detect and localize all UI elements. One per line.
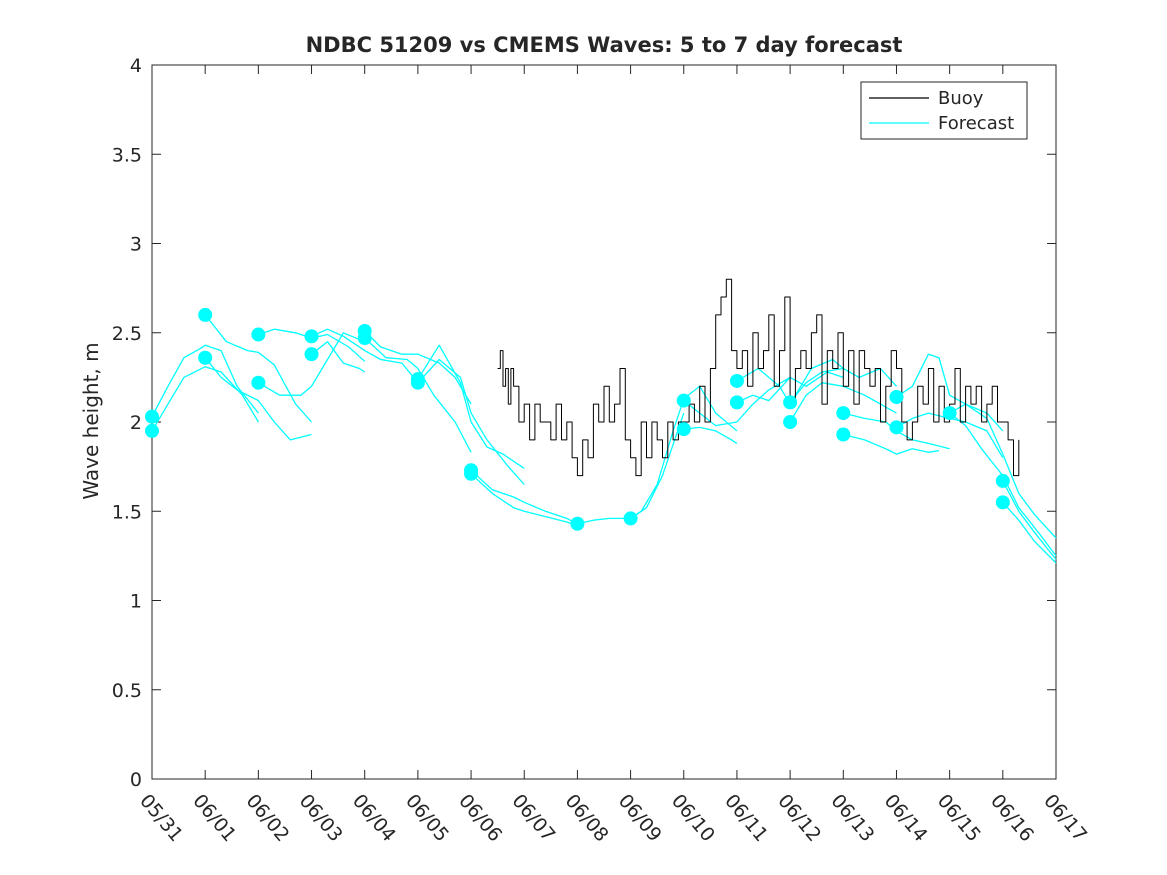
x-tick-label: 06/08	[561, 790, 613, 846]
forecast-series-line	[204, 314, 312, 423]
x-tick-label: 05/31	[135, 790, 187, 846]
x-tick-label: 06/09	[614, 790, 666, 846]
forecast-marker	[676, 422, 691, 437]
x-tick-label: 06/04	[348, 790, 400, 846]
forecast-marker	[623, 511, 638, 526]
forecast-marker	[836, 427, 851, 442]
x-tick-label: 06/12	[773, 790, 825, 846]
forecast-marker	[304, 329, 319, 344]
y-tick-label: 2.5	[112, 323, 142, 345]
forecast-marker	[729, 395, 744, 410]
y-tick-label: 0.5	[112, 680, 142, 702]
x-tick-label: 06/10	[667, 790, 719, 846]
forecast-marker	[304, 347, 319, 362]
forecast-marker	[198, 350, 213, 365]
y-tick-label: 4	[130, 55, 142, 77]
x-tick-label: 06/03	[295, 790, 347, 846]
forecast-marker	[145, 409, 159, 424]
y-tick-label: 1.5	[112, 501, 142, 523]
forecast-marker	[729, 373, 744, 388]
forecast-marker	[889, 420, 904, 435]
forecast-series-line	[896, 353, 1004, 432]
forecast-marker	[570, 516, 585, 531]
forecast-series-line	[843, 433, 940, 455]
y-tick-label: 0	[130, 769, 142, 791]
forecast-series-line	[364, 330, 472, 405]
legend-label: Forecast	[938, 113, 1014, 134]
forecast-marker	[783, 395, 798, 410]
forecast-marker	[783, 415, 798, 429]
forecast-series-line	[151, 344, 259, 417]
forecast-marker	[251, 375, 266, 390]
forecast-series-line	[470, 469, 578, 525]
forecast-series-line	[258, 332, 365, 396]
forecast-series-line	[311, 328, 419, 384]
forecast-marker	[145, 423, 159, 438]
forecast-marker	[357, 331, 372, 346]
y-tick-label: 1	[130, 591, 142, 613]
x-tick-label: 06/17	[1039, 790, 1091, 846]
forecast-marker	[676, 393, 691, 408]
forecast-series-line	[1002, 501, 1057, 564]
forecast-marker	[995, 495, 1010, 510]
legend: Buoy Forecast	[860, 81, 1028, 140]
forecast-series-line	[683, 426, 738, 444]
forecast-marker	[251, 327, 266, 342]
forecast-marker	[198, 307, 213, 322]
forecast-series-line	[311, 341, 366, 373]
forecast-series-line	[470, 473, 578, 527]
legend-box	[860, 81, 1028, 140]
x-tick-label: 06/06	[454, 790, 506, 846]
x-tick-label: 06/13	[826, 790, 878, 846]
buoy-series-line	[497, 278, 1020, 477]
x-tick-label: 06/05	[401, 790, 453, 846]
forecast-series-line	[204, 357, 312, 441]
forecast-marker	[410, 375, 425, 390]
forecast-series-line	[417, 358, 525, 485]
y-axis-label: Wave height, m	[79, 342, 103, 499]
forecast-marker	[942, 406, 957, 421]
x-tick-label: 06/11	[720, 790, 772, 846]
forecast-series-line	[364, 337, 472, 453]
forecast-marker	[995, 473, 1010, 488]
y-tick-label: 2	[130, 412, 142, 434]
x-tick-label: 06/16	[986, 790, 1038, 846]
legend-label: Buoy	[938, 88, 984, 109]
forecast-series-line	[630, 385, 738, 519]
chart-title: NDBC 51209 vs CMEMS Waves: 5 to 7 day fo…	[306, 33, 903, 57]
forecast-series-line	[151, 366, 259, 432]
x-tick-label: 06/14	[880, 790, 932, 846]
y-tick-label: 3	[130, 234, 142, 256]
forecast-marker	[889, 390, 904, 405]
x-tick-label: 06/07	[507, 790, 559, 846]
x-tick-label: 06/01	[188, 790, 240, 846]
y-tick-label: 3.5	[112, 144, 142, 166]
forecast-series-line	[1002, 480, 1057, 560]
forecast-marker	[836, 406, 851, 421]
forecast-marker	[464, 466, 479, 481]
forecast-series-line	[417, 344, 525, 469]
x-tick-label: 06/15	[933, 790, 985, 846]
x-tick-label: 06/02	[242, 790, 294, 846]
